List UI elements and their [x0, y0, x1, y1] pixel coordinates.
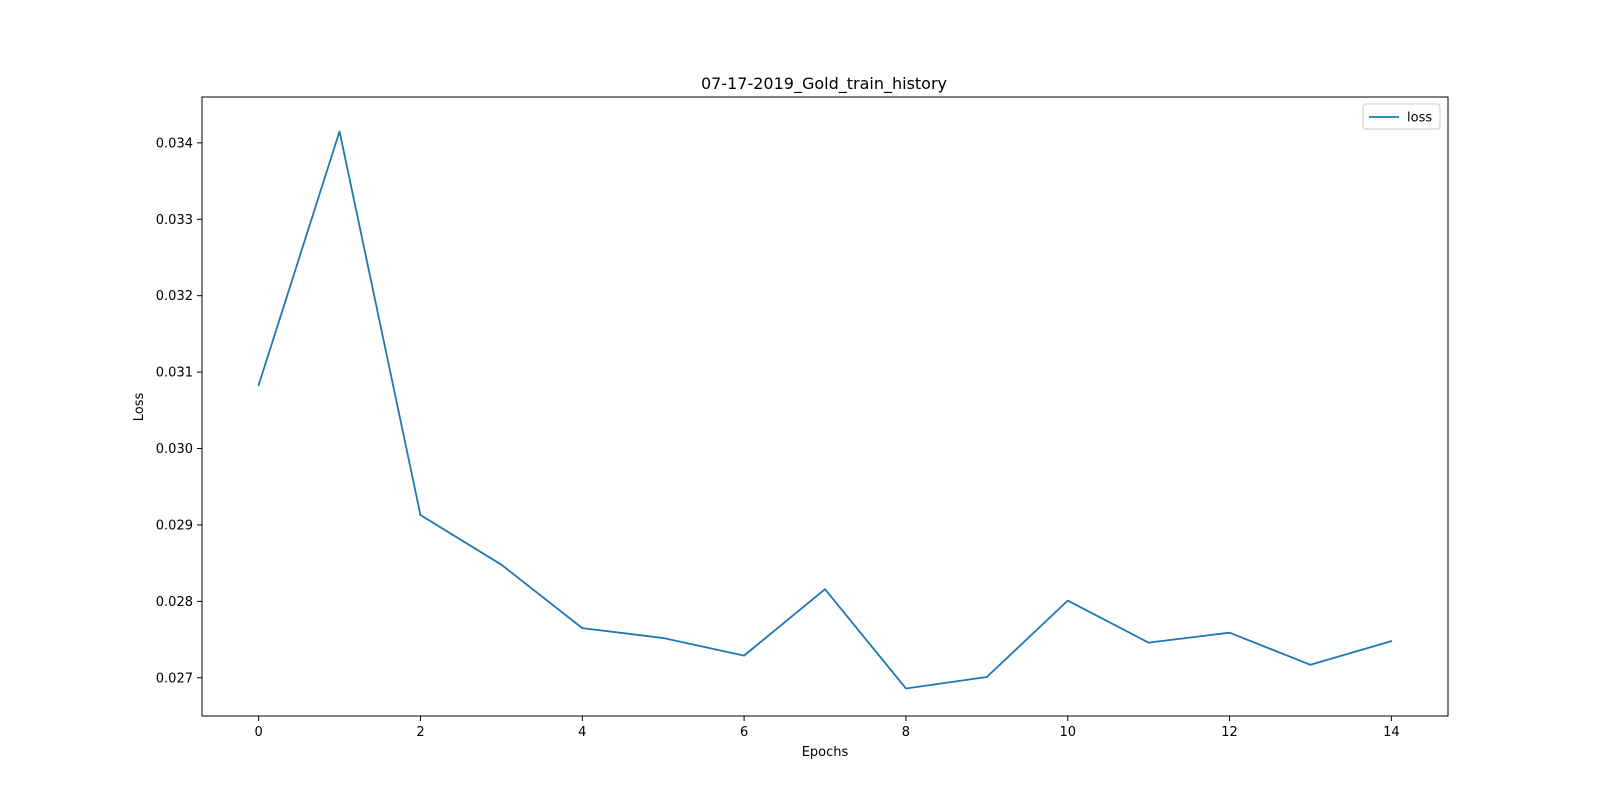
y-tick-label: 0.030	[156, 442, 193, 457]
x-tick-label: 2	[416, 725, 424, 740]
y-tick-label: 0.034	[156, 136, 193, 151]
chart-title: 07-17-2019_Gold_train_history	[701, 74, 947, 94]
y-tick-label: 0.028	[156, 595, 193, 610]
y-tick-label: 0.031	[156, 366, 193, 381]
x-tick-label: 8	[902, 725, 910, 740]
series-line-loss	[257, 130, 1393, 690]
axis-ticks: 0 2 4 6 8 10 12 14 0.027 0.028 0.029 0.030 0.031 0.03…	[156, 136, 1400, 740]
legend-label: loss	[1407, 111, 1432, 126]
x-axis-label: Epochs	[802, 745, 849, 760]
x-tick-label: 14	[1383, 725, 1400, 740]
x-tick-label: 0	[254, 725, 262, 740]
y-axis-label: Loss	[132, 393, 147, 422]
y-tick-label: 0.029	[156, 518, 193, 533]
legend-box	[1362, 103, 1441, 130]
x-tick-label: 10	[1059, 725, 1076, 740]
legend: loss	[1362, 103, 1441, 130]
y-tick-label: 0.033	[156, 213, 193, 228]
y-tick-label: 0.027	[156, 671, 193, 686]
plot-frame	[201, 96, 1449, 717]
x-tick-label: 4	[578, 725, 586, 740]
x-tick-label: 6	[740, 725, 748, 740]
y-tick-label: 0.032	[156, 289, 193, 304]
x-tick-label: 12	[1221, 725, 1238, 740]
series-layer	[257, 130, 1393, 690]
